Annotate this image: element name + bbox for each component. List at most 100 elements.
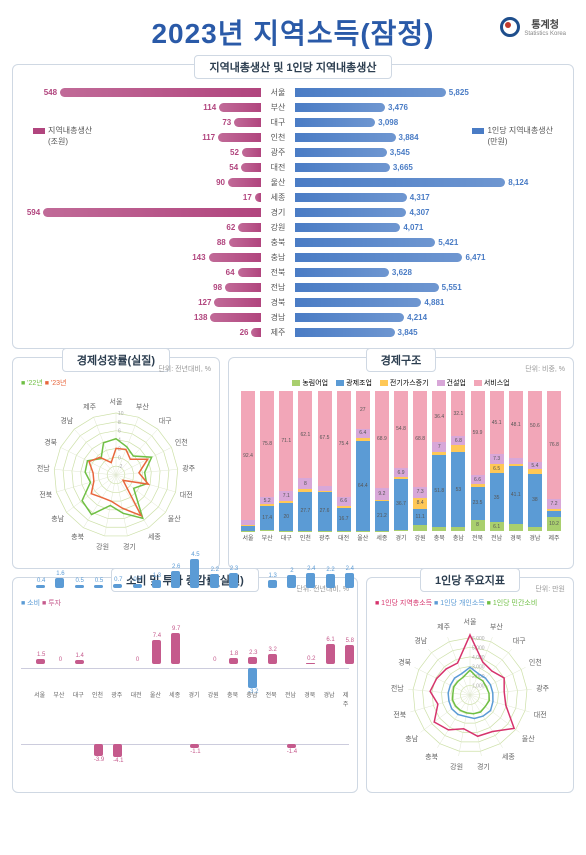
structure-bar: 21.29.268.9세종 <box>373 391 391 542</box>
svg-text:경북: 경북 <box>44 437 57 446</box>
logo-icon <box>500 17 520 37</box>
svg-text:-2: -2 <box>118 464 123 470</box>
structure-bar: 10.27.276.8제주 <box>545 391 563 542</box>
structure-bar: 207.171.1대구 <box>277 391 295 542</box>
structure-bar: 41.148.1경북 <box>507 391 525 542</box>
svg-text:경기: 경기 <box>477 762 490 771</box>
svg-text:전남: 전남 <box>37 463 50 472</box>
structure-legend: 농림어업광제조업전기가스증기건설업서비스업 <box>237 378 565 388</box>
grdp-row: 98 전남 5,551 <box>21 280 565 295</box>
structure-bar: 27.7862.1인천 <box>296 391 314 542</box>
grdp-row: 548 서울 5,825 <box>21 85 565 100</box>
svg-text:서울: 서울 <box>110 397 123 406</box>
svg-text:대전: 대전 <box>534 710 547 719</box>
svg-text:4,000: 4,000 <box>472 655 485 661</box>
panel-structure-title: 경제구조 <box>366 348 436 372</box>
structure-bar: 36.76.954.8경기 <box>392 391 410 542</box>
structure-bar: 6.1356.57.345.1전남 <box>488 391 506 542</box>
structure-bar: 27.667.5광주 <box>316 391 334 542</box>
grdp-row: 17 세종 4,317 <box>21 190 565 205</box>
grdp-row: 62 강원 4,071 <box>21 220 565 235</box>
svg-text:인천: 인천 <box>175 437 188 446</box>
percapita-unit: 단위: 만원 <box>535 584 565 594</box>
structure-bar: 16.76.675.4대전 <box>335 391 353 542</box>
svg-text:충북: 충북 <box>425 752 438 761</box>
svg-text:경남: 경남 <box>60 416 73 425</box>
structure-bar: 51.8736.4충북 <box>430 391 448 542</box>
svg-text:울산: 울산 <box>522 734 535 743</box>
panel-percapita: 1인당 주요지표 단위: 만원 ■ 1인당 지역총소득 ■ 1인당 개인소득 ■… <box>366 577 574 793</box>
panel-percapita-title: 1인당 주요지표 <box>420 568 520 592</box>
svg-text:강원: 강원 <box>450 762 463 771</box>
structure-bar: 823.56.659.9전북 <box>469 391 487 542</box>
structure-bar: 17.45.275.8부산 <box>258 391 276 542</box>
svg-text:제주: 제주 <box>437 623 450 631</box>
consinv-unit: 단위: 전년대비, % <box>296 584 349 594</box>
grdp-rows: 548 서울 5,825114 부산 3,47673 대구 3,098117 인… <box>21 85 565 340</box>
panel-grdp-title: 지역내총생산 및 1인당 지역내총생산 <box>194 55 391 79</box>
svg-text:부산: 부산 <box>136 402 149 411</box>
structure-bar: 92.4서울 <box>239 391 257 542</box>
growth-legend: ■ '22년 ■ '23년 <box>21 378 211 388</box>
svg-text:충남: 충남 <box>51 514 64 523</box>
consinv-legend: ■ 소비 ■ 투자 <box>21 598 349 608</box>
svg-text:충북: 충북 <box>71 532 84 541</box>
structure-bar: 11.18.47.368.8강원 <box>411 391 429 542</box>
grdp-row: 138 경남 4,214 <box>21 310 565 325</box>
svg-text:10: 10 <box>118 411 124 417</box>
grdp-row: 88 충북 5,421 <box>21 235 565 250</box>
svg-text:대구: 대구 <box>513 637 526 645</box>
percapita-radar-chart: 1,0002,0003,0004,0005,0006,000서울부산대구인천광주… <box>375 610 565 780</box>
panel-structure: 경제구조 단위: 비중, % 농림어업광제조업전기가스증기건설업서비스업 92.… <box>228 357 574 569</box>
svg-text:경기: 경기 <box>123 542 136 551</box>
svg-text:서울: 서울 <box>464 617 477 626</box>
percapita-legend: ■ 1인당 지역총소득 ■ 1인당 개인소득 ■ 1인당 민간소비 <box>375 598 565 608</box>
svg-text:대구: 대구 <box>159 417 172 425</box>
growth-unit: 단위: 전년대비, % <box>158 364 211 374</box>
grdp-row: 127 경북 4,881 <box>21 295 565 310</box>
structure-bar: 64.46.427울산 <box>354 391 372 542</box>
svg-text:충남: 충남 <box>405 734 418 743</box>
investment-chart: 1.501.4-3.9-4.107.49.7-1.101.82.33.2-1.4… <box>21 704 349 784</box>
svg-text:제주: 제주 <box>83 403 96 411</box>
svg-text:전북: 전북 <box>393 710 406 719</box>
svg-text:부산: 부산 <box>490 622 503 631</box>
svg-text:강원: 강원 <box>96 542 109 551</box>
svg-text:세종: 세종 <box>148 532 161 541</box>
grdp-row: 54 대전 3,665 <box>21 160 565 175</box>
panel-grdp: 지역내총생산 및 1인당 지역내총생산 지역내총생산 (조원) 1인당 지역내총… <box>12 64 574 349</box>
structure-bar: 385.450.6경남 <box>526 391 544 542</box>
grdp-row: 52 광주 3,545 <box>21 145 565 160</box>
svg-text:6,000: 6,000 <box>472 636 485 642</box>
svg-text:0: 0 <box>118 455 121 461</box>
consumption-chart: 0.41.60.50.50.70.71.32.64.52.22.3-3.21.3… <box>21 608 349 688</box>
svg-text:광주: 광주 <box>182 464 195 472</box>
grdp-left-legend: 지역내총생산 (조원) <box>33 125 92 147</box>
svg-text:전남: 전남 <box>391 683 404 692</box>
grdp-row: 594 경기 4,307 <box>21 205 565 220</box>
structure-unit: 단위: 비중, % <box>525 364 565 374</box>
svg-text:6: 6 <box>118 429 121 435</box>
svg-text:전북: 전북 <box>39 490 52 499</box>
svg-text:경북: 경북 <box>398 657 411 666</box>
svg-text:세종: 세종 <box>502 752 515 761</box>
panel-growth: 경제성장률(실질) 단위: 전년대비, % ■ '22년 ■ '23년 -202… <box>12 357 220 569</box>
grdp-row: 26 제주 3,845 <box>21 325 565 340</box>
svg-text:경남: 경남 <box>414 636 427 645</box>
panel-growth-title: 경제성장률(실질) <box>62 348 170 372</box>
page-header: 2023년 지역소득(잠정) 통계청 Statistics Korea <box>12 12 574 52</box>
org-sub: Statistics Korea <box>524 31 566 37</box>
panel-consinv: 소비 및 투자 증감률(실질) 단위: 전년대비, % ■ 소비 ■ 투자 0.… <box>12 577 358 793</box>
structure-bar: 536.832.1충남 <box>449 391 467 542</box>
structure-chart: 92.4서울17.45.275.8부산207.171.1대구27.7862.1인… <box>237 392 565 542</box>
org-name: 통계청 <box>524 16 566 31</box>
grdp-row: 64 전북 3,628 <box>21 265 565 280</box>
svg-text:8: 8 <box>118 420 121 426</box>
grdp-row: 143 충남 6,471 <box>21 250 565 265</box>
grdp-row: 114 부산 3,476 <box>21 100 565 115</box>
svg-text:5,000: 5,000 <box>472 645 485 651</box>
consinv-region-labels: 서울부산대구인천광주대전울산세종경기강원충북충남전북전남경북경남제주 <box>21 690 349 702</box>
svg-text:인천: 인천 <box>529 657 542 666</box>
svg-text:대전: 대전 <box>180 490 193 499</box>
grdp-right-legend: 1인당 지역내총생산 (만원) <box>472 125 553 147</box>
